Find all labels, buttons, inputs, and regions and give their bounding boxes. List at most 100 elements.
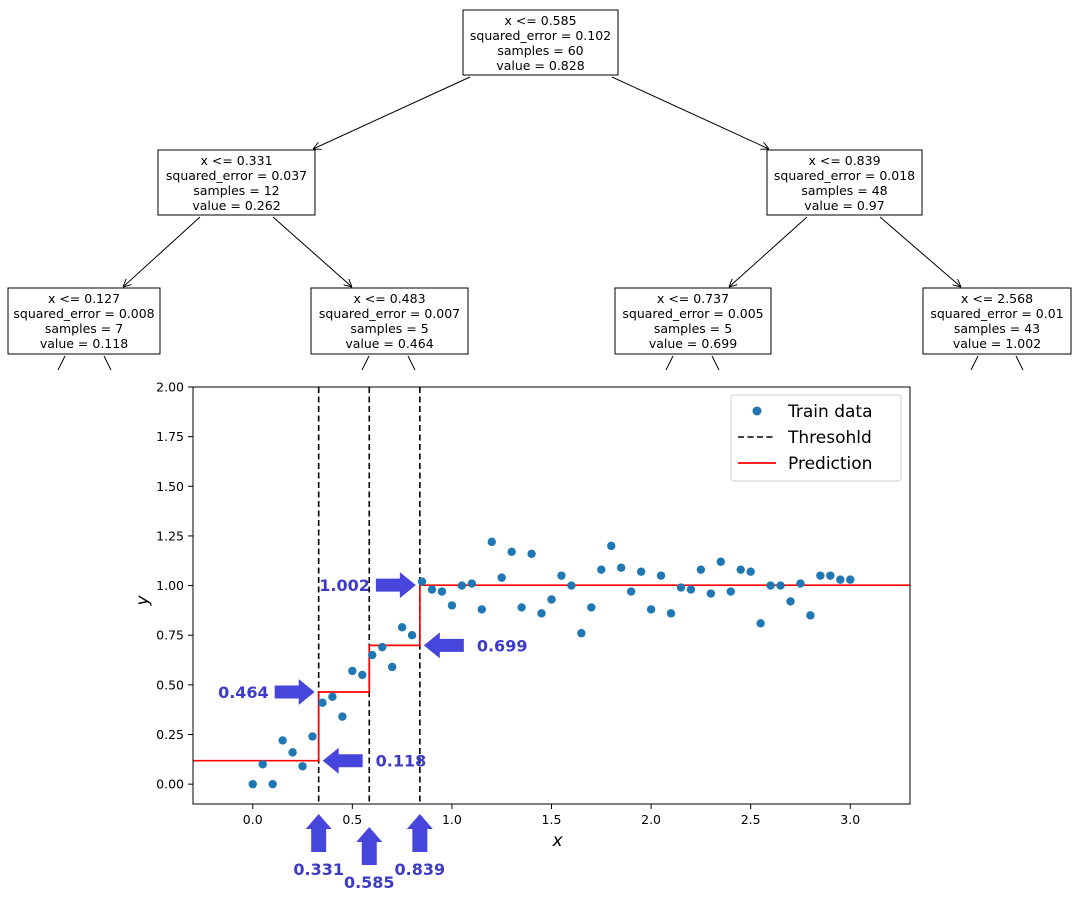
x-tick-label: 0.5 <box>342 812 362 827</box>
tree-edge-stub <box>711 355 720 371</box>
y-tick-label: 1.25 <box>156 528 184 543</box>
tree-node-line: value = 1.002 <box>953 336 1041 351</box>
tree-node-line: value = 0.699 <box>649 336 737 351</box>
train-point <box>507 547 516 557</box>
tree-edge <box>611 76 769 149</box>
y-tick-label: 2.00 <box>156 380 184 395</box>
train-point <box>437 587 447 596</box>
threshold-arrow <box>406 814 433 852</box>
tree-node-line: samples = 7 <box>45 321 123 336</box>
tree-node-box <box>7 287 161 355</box>
tree-edge-stub <box>407 355 416 371</box>
train-point <box>846 575 855 584</box>
train-point <box>318 698 327 707</box>
tree-node-line: value = 0.118 <box>40 336 128 351</box>
train-point <box>407 631 417 640</box>
train-point <box>736 565 745 574</box>
y-tick-label: 0.75 <box>156 628 184 643</box>
train-point <box>537 609 546 618</box>
train-point <box>706 589 716 598</box>
tree-node-box <box>614 287 772 355</box>
train-point <box>557 571 566 580</box>
tree-node-line: x <= 0.737 <box>657 291 729 306</box>
x-tick-label: 1.0 <box>442 812 462 827</box>
tree-edge-stub <box>970 355 979 371</box>
threshold-annotation: 0.839 <box>395 860 446 879</box>
threshold-annotation: 0.585 <box>344 873 395 892</box>
train-point <box>746 567 755 576</box>
train-point <box>786 597 795 606</box>
tree-node-line: samples = 5 <box>654 321 732 336</box>
train-point <box>497 573 506 582</box>
train-point <box>826 571 835 580</box>
legend: Train data Thresohld Prediction <box>730 394 902 482</box>
tree-node-line: value = 0.828 <box>496 58 584 73</box>
tree-node-box <box>766 149 923 216</box>
prediction-line <box>193 584 910 762</box>
train-point <box>636 567 646 576</box>
threshold-arrow <box>305 814 332 852</box>
train-point <box>726 587 735 596</box>
y-tick-label: 1.50 <box>156 479 184 494</box>
train-point <box>467 579 477 588</box>
tree-node-line: squared_error = 0.01 <box>930 306 1063 321</box>
train-point <box>517 603 526 612</box>
tree-node-line: squared_error = 0.007 <box>319 306 460 321</box>
value-arrow <box>423 632 464 659</box>
legend-box <box>730 394 902 482</box>
train-point <box>816 571 825 580</box>
tree-node-box <box>462 9 619 76</box>
y-tick-label: 0.25 <box>156 727 184 742</box>
train-point <box>626 587 636 596</box>
y-tick-label: 1.00 <box>156 578 184 593</box>
train-point <box>776 581 785 590</box>
tree-node-box <box>310 287 469 355</box>
tree-node-line: samples = 48 <box>801 183 887 198</box>
train-point <box>617 563 626 572</box>
plot-frame <box>192 386 911 805</box>
train-point <box>358 670 367 680</box>
tree-edge <box>313 76 471 149</box>
train-point <box>686 585 696 594</box>
tree-node-line: squared_error = 0.102 <box>470 28 611 43</box>
train-point <box>666 609 676 618</box>
train-point <box>368 650 377 660</box>
tree-node-line: samples = 43 <box>954 321 1040 336</box>
tree-node-line: x <= 0.839 <box>808 153 880 168</box>
train-point <box>796 579 805 588</box>
tree-node-line: x <= 0.127 <box>48 291 120 306</box>
train-point <box>547 595 556 604</box>
tree-edge <box>729 216 808 287</box>
value-arrow <box>375 572 416 599</box>
tree-edge-stub <box>57 355 66 371</box>
tree-node-line: squared_error = 0.037 <box>166 168 307 183</box>
train-point <box>288 748 297 757</box>
train-point <box>567 581 576 590</box>
train-point <box>756 619 765 628</box>
tree-node-line: x <= 0.585 <box>504 13 576 28</box>
tree-edge <box>272 216 352 287</box>
train-point <box>258 760 267 769</box>
y-tick-label: 0.50 <box>156 677 184 692</box>
train-point <box>836 575 845 584</box>
train-point <box>487 537 496 547</box>
tree-edge-stub <box>665 355 674 371</box>
y-tick-label: 0.00 <box>156 777 184 792</box>
tree-edge <box>123 216 201 287</box>
tree-node-line: x <= 0.483 <box>353 291 425 306</box>
train-point <box>348 666 357 676</box>
x-tick-label: 0.0 <box>243 812 263 827</box>
train-point <box>387 662 397 672</box>
x-axis-label: x <box>551 831 563 851</box>
tree-node-line: value = 0.262 <box>192 198 280 213</box>
train-point <box>457 581 467 590</box>
legend-entry: Thresohld <box>787 428 872 448</box>
train-point <box>328 692 337 701</box>
tree-node-line: squared_error = 0.005 <box>622 306 763 321</box>
